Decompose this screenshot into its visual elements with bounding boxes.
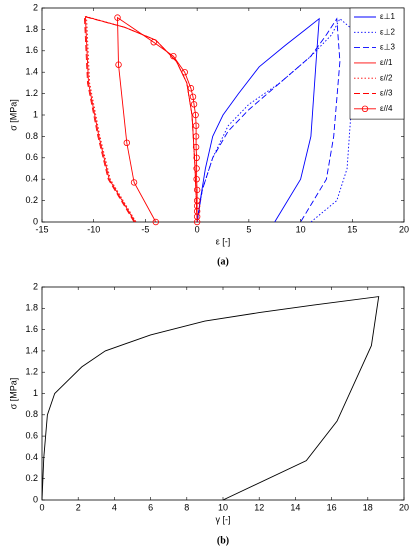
y-tick-label: 0.8 [25,409,38,419]
legend-marker [361,105,369,112]
data-line [196,17,320,223]
x-tick-label: 16 [327,502,337,512]
y-axis-label: σ [MPa] [8,99,18,131]
y-tick-label: 1.8 [25,24,38,34]
data-line [196,17,353,223]
x-tick-label: 10 [296,224,306,234]
data-point [192,122,200,129]
x-tick-label: 15 [347,224,357,234]
x-tick-label: 20 [399,224,409,234]
y-tick-label: 1.6 [25,324,38,334]
y-tick-label: 1.4 [25,67,38,77]
y-axis-label: σ [MPa] [8,378,18,410]
x-tick-label: -10 [87,224,100,234]
data-line [86,15,198,223]
legend [349,7,405,120]
y-tick-label: 0.4 [25,452,38,462]
x-axis-label: γ [-] [216,514,231,524]
y-tick-label: 1.8 [25,303,38,313]
y-tick-label: 2 [33,2,38,12]
data-line [196,17,341,223]
y-tick-label: 0 [33,216,38,226]
plot-area [41,286,405,501]
data-point [115,61,122,68]
data-line [83,16,198,223]
data-point [114,14,121,21]
y-tick-label: 1.6 [25,45,38,55]
x-tick-label: 5 [246,224,251,234]
data-point [123,139,131,147]
y-tick-label: 1.2 [25,88,38,98]
x-tick-label: 18 [363,502,373,512]
legend-label: ε//3 [380,89,393,98]
legend-label: ε⊥3 [380,43,396,52]
x-axis-label: ε [-] [216,236,231,246]
data-point [192,111,199,119]
data-line [41,296,380,501]
x-tick-label: 4 [112,502,117,512]
data-point [130,179,138,186]
y-tick-label: 0.8 [25,131,38,141]
y-tick-label: 2 [33,281,38,291]
x-tick-label: 0 [195,224,200,234]
x-tick-label: 12 [254,502,264,512]
y-tick-label: 0 [33,494,38,504]
y-tick-label: 0.6 [25,430,38,440]
data-point [193,175,200,183]
y-tick-label: 0.6 [25,152,38,162]
x-tick-label: 6 [148,502,153,512]
data-point [193,186,201,194]
y-tick-label: 0.4 [25,174,38,184]
data-point [187,85,195,92]
y-tick-label: 0.2 [25,195,38,205]
legend-label: ε//1 [380,58,393,67]
data-point [150,39,157,46]
x-tick-label: 20 [399,502,409,512]
legend-label: ε⊥2 [380,27,396,36]
legend-label: ε⊥1 [380,12,396,21]
y-tick-label: 1 [33,109,38,119]
x-tick-label: -5 [141,224,149,234]
y-tick-label: 1 [33,388,38,398]
caption: (b) [217,535,229,546]
legend-label: ε//2 [380,73,393,82]
data-point [193,154,200,161]
data-point [189,93,197,101]
x-tick-label: 8 [184,502,189,512]
data-point [190,101,198,108]
data-point [192,133,200,140]
data-point [170,52,177,60]
x-tick-label: -15 [35,224,48,234]
y-tick-label: 0.2 [25,473,38,483]
x-tick-label: 2 [76,502,81,512]
data-point [193,197,201,204]
x-tick-label: 0 [39,502,44,512]
x-tick-label: 14 [290,502,300,512]
data-point [152,218,159,226]
data-point [192,143,200,151]
caption: (a) [217,256,229,267]
legend-label: ε//4 [380,104,393,113]
x-tick-label: 10 [218,502,228,512]
y-tick-label: 1.4 [25,345,38,355]
data-point [181,68,188,76]
y-tick-label: 1.2 [25,367,38,377]
data-line [117,16,198,223]
data-point [193,165,200,172]
